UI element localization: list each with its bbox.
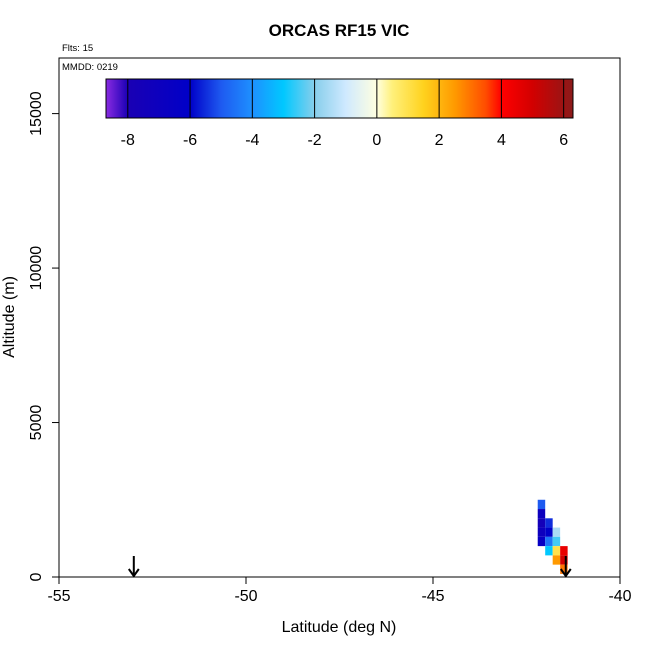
colorbar-tick-label: 2 [435,132,444,149]
y-tick-label: 0 [28,572,45,581]
heatmap-cell [560,546,568,556]
heatmap-cell [560,555,568,565]
x-axis: -55 -50 -45 -40 [47,576,632,605]
x-tick-label: -55 [47,588,70,605]
x-tick-label: -45 [421,588,444,605]
heatmap-cell [545,527,553,537]
heatmap-cell [552,527,561,537]
colorbar-tick-label: -6 [183,132,197,149]
date-annotation: MMDD: 0219 [62,62,118,73]
heatmap-cell [537,499,546,510]
colorbar-tick-label: 6 [559,132,568,149]
heatmap-cells [537,499,568,574]
x-tick-label: -50 [234,588,257,605]
heatmap-cell [537,536,546,547]
colorbar-tick-label: 4 [497,132,506,149]
plot-frame [58,57,621,578]
colorbar-fill [105,78,574,119]
heatmap-cell [537,518,546,528]
heatmap-cell [537,509,546,519]
y-tick-label: 10000 [28,246,45,291]
colorbar-tick-label: -2 [307,132,321,149]
flight-arrow [559,556,572,578]
colorbar-tick-label: -8 [121,132,135,149]
heatmap-cell [537,527,546,537]
y-axis-label: Altitude (m) [1,276,18,358]
colorbar-tick-label: 0 [372,132,381,149]
heatmap-cell [560,564,568,574]
flights-annotation: Flts: 15 [62,43,93,54]
flight-arrow [127,556,140,578]
heatmap-cell [545,536,553,547]
y-axis: 0 5000 10000 15000 [28,91,60,581]
y-tick-label: 15000 [28,91,45,136]
colorbar-ticks: -8 -6 -4 -2 0 2 4 6 [121,79,568,149]
heatmap-cell [545,518,553,528]
chart-title: ORCAS RF15 VIC [269,21,410,40]
heatmap-cell [552,546,561,556]
flight-arrows [127,556,572,578]
colorbar: -8 -6 -4 -2 0 2 4 6 [105,78,574,149]
heatmap-cell [552,555,561,565]
x-tick-label: -40 [608,588,631,605]
heatmap-cell [545,546,553,556]
x-axis-label: Latitude (deg N) [282,619,397,636]
y-tick-label: 5000 [28,405,45,441]
heatmap-cell [552,536,561,547]
colorbar-tick-label: -4 [245,132,259,149]
